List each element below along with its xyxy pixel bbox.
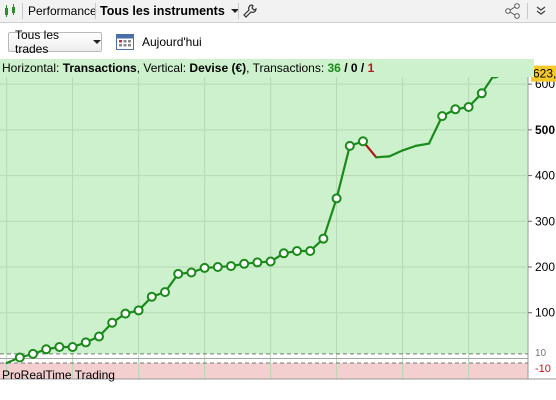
trade-point (160, 287, 170, 298)
trade-point (28, 348, 38, 359)
y-tick-label: 200 (535, 260, 555, 274)
horizontal-value: Transactions (62, 61, 137, 75)
line-segment (375, 155, 391, 159)
trade-markers (14, 68, 500, 363)
date-range-label[interactable]: Aujourd'hui (142, 35, 202, 49)
trade-point (120, 308, 131, 319)
trade-point (133, 305, 144, 316)
horizontal-gridlines (0, 83, 528, 314)
last-value-badge: 623, (531, 65, 556, 82)
trade-point (186, 267, 197, 278)
trade-point (265, 256, 276, 267)
trades-filter-dropdown[interactable]: Tous les trades (8, 28, 102, 56)
trade-point (463, 102, 474, 112)
trade-point (212, 262, 223, 272)
line-segment (401, 144, 417, 152)
trade-point (41, 344, 52, 355)
trade-point (331, 193, 342, 204)
positive-area (0, 59, 528, 354)
line-segment (335, 144, 351, 200)
trade-point (437, 111, 448, 122)
trade-point (67, 342, 78, 352)
line-segment (322, 197, 338, 240)
y-tick-label: 300 (535, 214, 555, 228)
trade-point (107, 317, 118, 328)
trade-point (14, 352, 25, 363)
slash-separator: / (340, 61, 351, 75)
losing-count: 1 (367, 61, 375, 75)
more-options-icon[interactable] (534, 0, 548, 22)
transactions-prefix: , Transactions: (246, 61, 328, 75)
trade-point (94, 331, 104, 342)
winning-count: 36 (327, 61, 341, 75)
line-segment (427, 115, 444, 145)
trade-point (358, 136, 368, 147)
trades-filter-label: Tous les trades (15, 28, 60, 56)
line-segment (388, 149, 404, 158)
calendar-icon[interactable] (115, 31, 135, 54)
trade-point (318, 233, 329, 244)
chart-info-bar: Horizontal: Transactions, Vertical: Devi… (0, 59, 534, 77)
vertical-value: Devise (€) (189, 61, 247, 75)
y-tick-label: 100 (535, 306, 555, 320)
trade-point (146, 291, 157, 302)
wrench-icon[interactable] (243, 0, 257, 22)
line-segment (414, 142, 431, 147)
trade-point (173, 268, 184, 279)
slash-separator: / (357, 61, 368, 75)
top-toolbar: Performance Tous les instruments (0, 0, 556, 23)
share-icon[interactable] (503, 0, 523, 22)
filter-bar: Tous les trades Aujourd'hui (0, 23, 556, 59)
vertical-prefix: , Vertical: (136, 61, 190, 75)
y-band-label: -10 (535, 363, 551, 375)
y-band-label: 10 (535, 348, 547, 359)
instrument-label: Tous les instruments (100, 4, 225, 18)
candlestick-icon (3, 0, 19, 22)
trade-point (292, 246, 302, 256)
trade-point (450, 104, 461, 115)
trade-point (344, 140, 355, 151)
trade-point (239, 258, 250, 269)
instrument-selector[interactable]: Tous les instruments (100, 0, 239, 22)
trade-point (252, 257, 263, 268)
negative-area (0, 363, 528, 381)
y-tick-label: 500 (535, 123, 555, 137)
tab-performance[interactable]: Performance (28, 4, 97, 18)
trade-point (199, 262, 210, 273)
horizontal-prefix: Horizontal: (2, 61, 63, 75)
neutral-count: 0 (350, 61, 358, 75)
zero-band-lines (0, 353, 528, 364)
chevron-down-icon (230, 9, 239, 13)
trade-point (226, 261, 236, 272)
trade-point (54, 342, 65, 352)
badge-box (531, 65, 556, 82)
trade-point (305, 246, 316, 256)
badge-value: 623, (533, 67, 556, 81)
trade-point (80, 337, 91, 348)
vertical-gridlines (6, 59, 470, 379)
y-tick-label: 400 (535, 169, 555, 183)
x-axis-area (0, 379, 556, 400)
trade-point (278, 248, 289, 259)
footer-label: ProRealTime Trading (2, 368, 115, 382)
trade-point (476, 88, 487, 99)
chevron-down-icon (93, 40, 101, 44)
